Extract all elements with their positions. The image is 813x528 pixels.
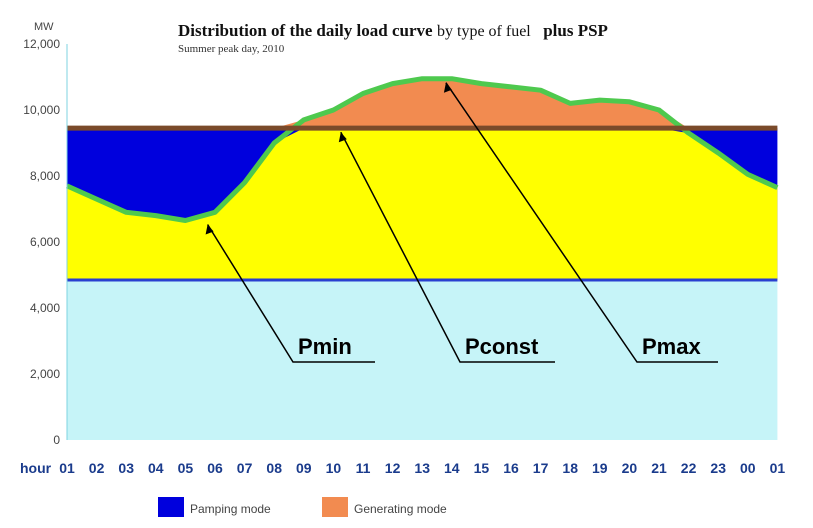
generating-mode-area bbox=[67, 78, 778, 129]
x-tick-label: 16 bbox=[503, 460, 519, 476]
x-tick-label: 14 bbox=[444, 460, 460, 476]
x-tick-label: 01 bbox=[59, 460, 75, 476]
chart-title-psp: plus PSP bbox=[543, 21, 608, 40]
x-tick-label: 23 bbox=[710, 460, 726, 476]
x-tick-label: 12 bbox=[385, 460, 401, 476]
annotation-arrowhead bbox=[205, 224, 214, 235]
title-group: Distribution of the daily load curve by … bbox=[178, 21, 608, 55]
legend-label: Pamping mode bbox=[190, 502, 271, 516]
y-tick-label: 2,000 bbox=[30, 367, 60, 381]
x-tick-label: 02 bbox=[89, 460, 105, 476]
x-tick-label: 04 bbox=[148, 460, 164, 476]
middle-load-area bbox=[67, 128, 778, 280]
annotation-arrowhead bbox=[338, 132, 347, 143]
x-tick-label: 06 bbox=[207, 460, 223, 476]
legend-label: Generating mode bbox=[354, 502, 447, 516]
x-tick-label: 17 bbox=[533, 460, 549, 476]
x-tick-label: 13 bbox=[414, 460, 430, 476]
x-tick-label: 22 bbox=[681, 460, 697, 476]
load-curve-line bbox=[65, 76, 779, 223]
annotation-leader-line bbox=[445, 82, 718, 363]
annotation-label: Pmin bbox=[298, 334, 352, 359]
x-tick-label: 08 bbox=[266, 460, 282, 476]
x-tick-label: 21 bbox=[651, 460, 667, 476]
x-tick-label: 01 bbox=[770, 460, 786, 476]
x-tick-label: 00 bbox=[740, 460, 756, 476]
x-tick-label: 19 bbox=[592, 460, 608, 476]
x-tick-label: 15 bbox=[474, 460, 490, 476]
x-tick-label: 10 bbox=[326, 460, 342, 476]
x-tick-label: 05 bbox=[178, 460, 194, 476]
x-tick-label: 20 bbox=[622, 460, 638, 476]
x-axis-ticks: 01 02 03 04 05 06 07 08 09 10 11 12 13 14 15 16 17 18 19 20… bbox=[59, 460, 785, 476]
plot-area bbox=[65, 44, 779, 440]
svg-text:Distribution of the daily load: Distribution of the daily load curve by … bbox=[178, 21, 608, 40]
x-tick-label: 07 bbox=[237, 460, 253, 476]
annotation-leader-line bbox=[206, 224, 375, 363]
legend-swatch bbox=[322, 497, 348, 517]
x-tick-label: 09 bbox=[296, 460, 312, 476]
x-tick-label: 03 bbox=[118, 460, 134, 476]
y-tick-label: 10,000 bbox=[23, 103, 60, 117]
annotation-label: Pconst bbox=[465, 334, 539, 359]
chart-title-suffix: by type of fuel bbox=[437, 23, 531, 40]
y-tick-label: 12,000 bbox=[23, 37, 60, 51]
annotation-label: Pmax bbox=[642, 334, 701, 359]
y-axis-ticks: 0 2,000 4,000 6,000 8,000 10,000 12,000 bbox=[23, 37, 60, 447]
base-load-area bbox=[67, 279, 778, 440]
legend-swatch bbox=[158, 497, 184, 517]
y-tick-label: 4,000 bbox=[30, 301, 60, 315]
annotation-arrowhead bbox=[443, 82, 452, 93]
y-tick-label: 6,000 bbox=[30, 235, 60, 249]
y-axis-unit: MW bbox=[34, 21, 54, 33]
x-tick-label: 18 bbox=[562, 460, 578, 476]
chart-title: Distribution of the daily load curve bbox=[178, 21, 433, 40]
y-tick-label: 0 bbox=[53, 433, 60, 447]
chart-subtitle: Summer peak day, 2010 bbox=[178, 43, 285, 55]
x-tick-label: 11 bbox=[356, 460, 371, 476]
y-tick-label: 8,000 bbox=[30, 169, 60, 183]
annotations: Pmin Pconst Pmax bbox=[205, 82, 718, 363]
legend: Pamping mode Generating mode bbox=[158, 497, 447, 517]
x-axis-label: hour bbox=[20, 460, 52, 476]
annotation-leader-line bbox=[340, 131, 555, 363]
